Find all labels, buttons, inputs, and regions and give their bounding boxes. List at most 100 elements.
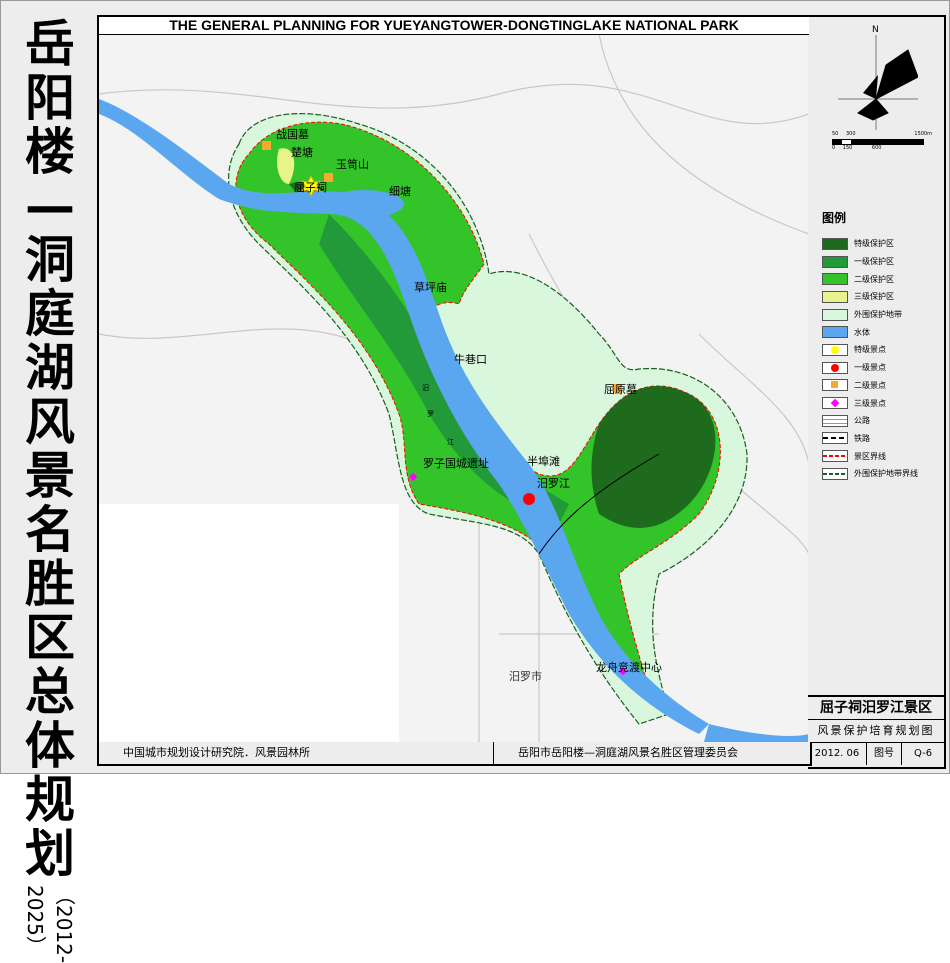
first-grade-zone	[319, 214, 569, 524]
footer-designer: 中国城市规划设计研究院．风景园林所	[99, 742, 494, 764]
third-grade-spot-marker	[408, 472, 418, 482]
map-label: 楚塘	[291, 146, 313, 159]
river-label: 江	[447, 438, 454, 446]
scale-tick: 50	[832, 131, 839, 137]
legend-swatch	[822, 450, 848, 463]
drawing-info-row: 2012. 06 图号 Q-6	[808, 743, 944, 765]
legend-swatch	[822, 237, 848, 250]
legend-swatch	[822, 273, 848, 286]
legend-item: 一级景点	[822, 359, 918, 377]
legend-label: 一级保护区	[854, 257, 894, 267]
legend-label: 铁路	[854, 433, 870, 443]
legend-label: 二级景点	[854, 380, 886, 390]
legend-swatch	[822, 326, 848, 339]
legend-label: 三级保护区	[854, 292, 894, 302]
legend-swatch	[822, 308, 848, 321]
north-label: N	[872, 25, 879, 35]
footer-authority: 岳阳市岳阳楼—洞庭湖风景名胜区管理委员会	[518, 746, 738, 759]
legend-label: 外围保护地带界线	[854, 469, 918, 479]
legend-label: 水体	[854, 327, 870, 337]
railway	[538, 453, 660, 555]
scenic-area-name: 屈子祠汨罗江景区	[808, 697, 944, 720]
scale-bottom-ticks: 0 150 600	[832, 145, 932, 151]
legend-swatch	[822, 379, 848, 392]
map-label: 汨罗江	[537, 477, 570, 490]
legend-swatch	[822, 343, 848, 356]
legend-item: 一级保护区	[822, 253, 918, 271]
blank-area	[99, 504, 399, 742]
footer-bar: 中国城市规划设计研究院．风景园林所 岳阳市岳阳楼—洞庭湖风景名胜区管理委员会	[97, 742, 812, 766]
scale-tick: 600	[871, 145, 882, 151]
miluo-river	[99, 99, 709, 734]
legend: 特级保护区一级保护区二级保护区三级保护区外围保护地带 水体特级景点一级景点二级景点…	[822, 235, 918, 483]
legend-title: 图例	[822, 211, 847, 225]
scale-tick: 1500m	[914, 131, 932, 137]
side-title-column: 岳阳楼—洞庭湖风景名胜区总体规划 （2012-2025）	[6, 15, 94, 963]
right-panel: N 50 300 1500m 0 150 600 图例 特级保护区一级保护区二级…	[808, 15, 946, 769]
map-title: THE GENERAL PLANNING FOR YUEYANGTOWER-DO…	[99, 17, 809, 35]
drawing-name: 风景保护培育规划图	[808, 720, 944, 743]
map-label: 屈原墓	[604, 383, 637, 396]
drawing-date: 2012. 06	[808, 743, 867, 765]
lake	[324, 190, 404, 218]
legend-item: 三级保护区	[822, 288, 918, 306]
legend-swatch	[822, 397, 848, 410]
title-block: 屈子祠汨罗江景区 风景保护培育规划图 2012. 06 图号 Q-6	[808, 695, 946, 769]
map-label: 龙舟竞渡中心	[596, 661, 662, 674]
legend-item: 二级景点	[822, 377, 918, 395]
legend-item: 水体	[822, 323, 918, 341]
legend-label: 景区界线	[854, 451, 886, 461]
third-grade-zone	[277, 148, 295, 184]
legend-label: 公路	[854, 416, 870, 426]
legend-swatch	[822, 361, 848, 374]
legend-label: 特级保护区	[854, 239, 894, 249]
map-label: 汨罗市	[509, 670, 542, 683]
legend-label: 三级景点	[854, 398, 886, 408]
side-title: 岳阳楼—洞庭湖风景名胜区总体规划	[25, 15, 75, 883]
river-label: 汨	[422, 384, 429, 392]
legend-swatch	[822, 255, 848, 268]
side-title-years: （2012-2025）	[23, 885, 76, 963]
map-canvas	[99, 34, 809, 742]
legend-swatch	[822, 290, 848, 303]
map-label: 牛巷口	[454, 353, 487, 366]
legend-item: 二级保护区	[822, 270, 918, 288]
legend-item: 公路	[822, 412, 918, 430]
scale-tick: 0	[832, 145, 836, 151]
legend-swatch	[822, 414, 848, 427]
map-label: 草坪庙	[414, 281, 447, 294]
legend-item: 特级景点	[822, 341, 918, 359]
map-label: 罗子国城遗址	[423, 457, 489, 470]
second-grade-spot-marker	[613, 384, 622, 393]
scale-tick: 150	[842, 145, 853, 151]
legend-item: 外围保护地带界线	[822, 465, 918, 483]
legend-item: 外围保护地带	[822, 306, 918, 324]
second-grade-spot-marker	[324, 173, 333, 182]
legend-item: 特级保护区	[822, 235, 918, 253]
river-outflow	[704, 724, 809, 742]
legend-item: 铁路	[822, 430, 918, 448]
compass-icon	[838, 35, 918, 130]
map-panel: THE GENERAL PLANNING FOR YUEYANGTOWER-DO…	[97, 15, 811, 744]
drawing-number-label: 图号	[867, 743, 902, 765]
scale-bar	[832, 139, 924, 145]
legend-label: 特级景点	[854, 345, 886, 355]
legend-label: 外围保护地带	[854, 310, 902, 320]
legend-swatch	[822, 432, 848, 445]
third-grade-spot-marker	[618, 666, 628, 676]
legend-label: 二级保护区	[854, 274, 894, 284]
legend-item: 景区界线	[822, 447, 918, 465]
scale-top-ticks: 50 300 1500m	[832, 131, 932, 137]
map-label: 屈子祠	[294, 181, 327, 194]
river-label: 罗	[427, 410, 434, 418]
scale-tick: 300	[845, 131, 856, 137]
drawing-number: Q-6	[913, 748, 933, 759]
special-scenic-spot-marker	[301, 174, 321, 198]
map-label: 玉笥山	[336, 158, 369, 171]
legend-item: 三级景点	[822, 394, 918, 412]
map-label: 细塘	[389, 185, 411, 198]
map-label: 战国墓	[276, 128, 309, 141]
legend-label: 一级景点	[854, 363, 886, 373]
second-grade-spot-marker	[262, 141, 271, 150]
map-label: 半埠滩	[527, 455, 560, 468]
